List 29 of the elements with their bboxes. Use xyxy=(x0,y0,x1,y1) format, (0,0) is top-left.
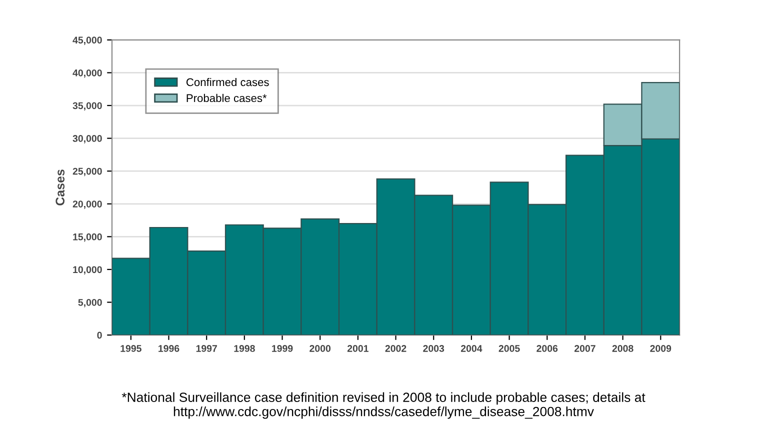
x-tick-label: 2009 xyxy=(650,345,672,352)
text: *National Surveillance case definition revised in 2008 to include probable cases; details at http://www.cdc.gov/ncphi/disss/nndss/casedef/lyme_disease_2008.htmv xyxy=(122,392,646,419)
x-tick-label: 1995 xyxy=(120,345,142,352)
x-tick-label: 2008 xyxy=(612,345,634,352)
y-axis-title: Cases xyxy=(56,170,64,206)
x-tick-label: 2005 xyxy=(498,345,520,352)
y-tick-label: 10,000 xyxy=(73,266,102,274)
y-tick-label: 0 xyxy=(97,332,102,339)
x-tick-label: 2001 xyxy=(347,345,368,352)
x-tick-label: 1996 xyxy=(158,345,180,352)
x-tick-label: 1999 xyxy=(272,345,293,352)
y-tick-label: 15,000 xyxy=(73,233,102,242)
x-tick-label: 2006 xyxy=(536,345,558,352)
legend-label: Probable cases* xyxy=(186,94,267,102)
x-tick-label: 2003 xyxy=(423,345,444,352)
x-tick-label: 2007 xyxy=(574,345,596,352)
x-tick-label: 2000 xyxy=(310,345,331,352)
y-tick-label: 5,000 xyxy=(78,298,102,308)
legend-label: Confirmed cases xyxy=(186,78,269,86)
y-tick-label: 40,000 xyxy=(72,69,102,78)
y-tick-label: 25,000 xyxy=(72,168,102,176)
y-tick-label: 45,000 xyxy=(72,36,102,45)
x-tick-label: 2004 xyxy=(460,345,482,352)
x-tick-label: 1997 xyxy=(196,345,217,352)
y-tick-label: 35,000 xyxy=(72,102,102,111)
y-tick-label: 30,000 xyxy=(72,135,102,144)
x-tick-label: 2002 xyxy=(385,345,406,352)
y-tick-label: 20,000 xyxy=(72,200,102,209)
x-tick-label: 1998 xyxy=(234,345,255,352)
